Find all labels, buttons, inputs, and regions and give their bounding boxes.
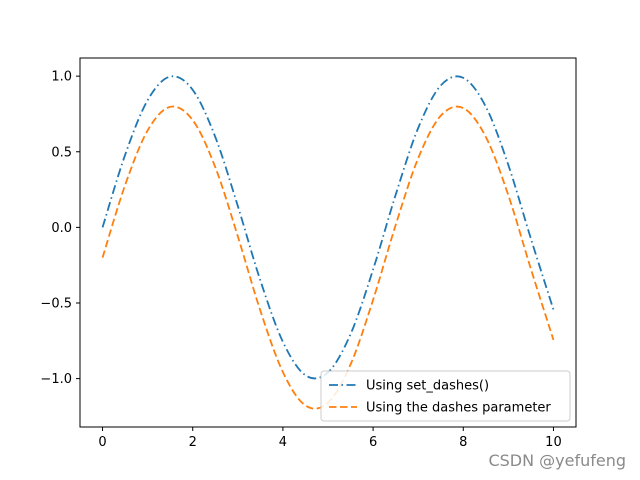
legend-box [320,370,571,422]
y-axis-ticks: −1.0 −0.5 0.0 0.5 1.0 [40,70,80,387]
x-axis-ticks: 0 2 4 6 8 10 [98,427,562,450]
x-tick-label: 2 [189,435,197,450]
y-tick-label: −1.0 [40,372,72,387]
legend-label-2: Using the dashes parameter [366,401,551,416]
legend: Using set_dashes() Using the dashes param… [320,370,571,422]
y-tick-label: 0.5 [51,145,72,160]
axes-border [79,57,577,428]
y-tick-label: −0.5 [40,296,72,311]
x-tick-label: 0 [98,435,106,450]
plot-background [80,58,576,427]
axes-frame [79,57,577,428]
x-tick-label: 10 [545,435,562,450]
x-tick-label: 4 [279,435,287,450]
y-tick-label: 0.0 [51,221,72,236]
plot-area [80,58,576,427]
legend-label-1: Using set_dashes() [366,379,489,394]
x-tick-label: 6 [369,435,377,450]
watermark: CSDN @yefufeng [488,451,626,470]
y-tick-label: 1.0 [51,70,72,85]
x-tick-label: 8 [459,435,467,450]
